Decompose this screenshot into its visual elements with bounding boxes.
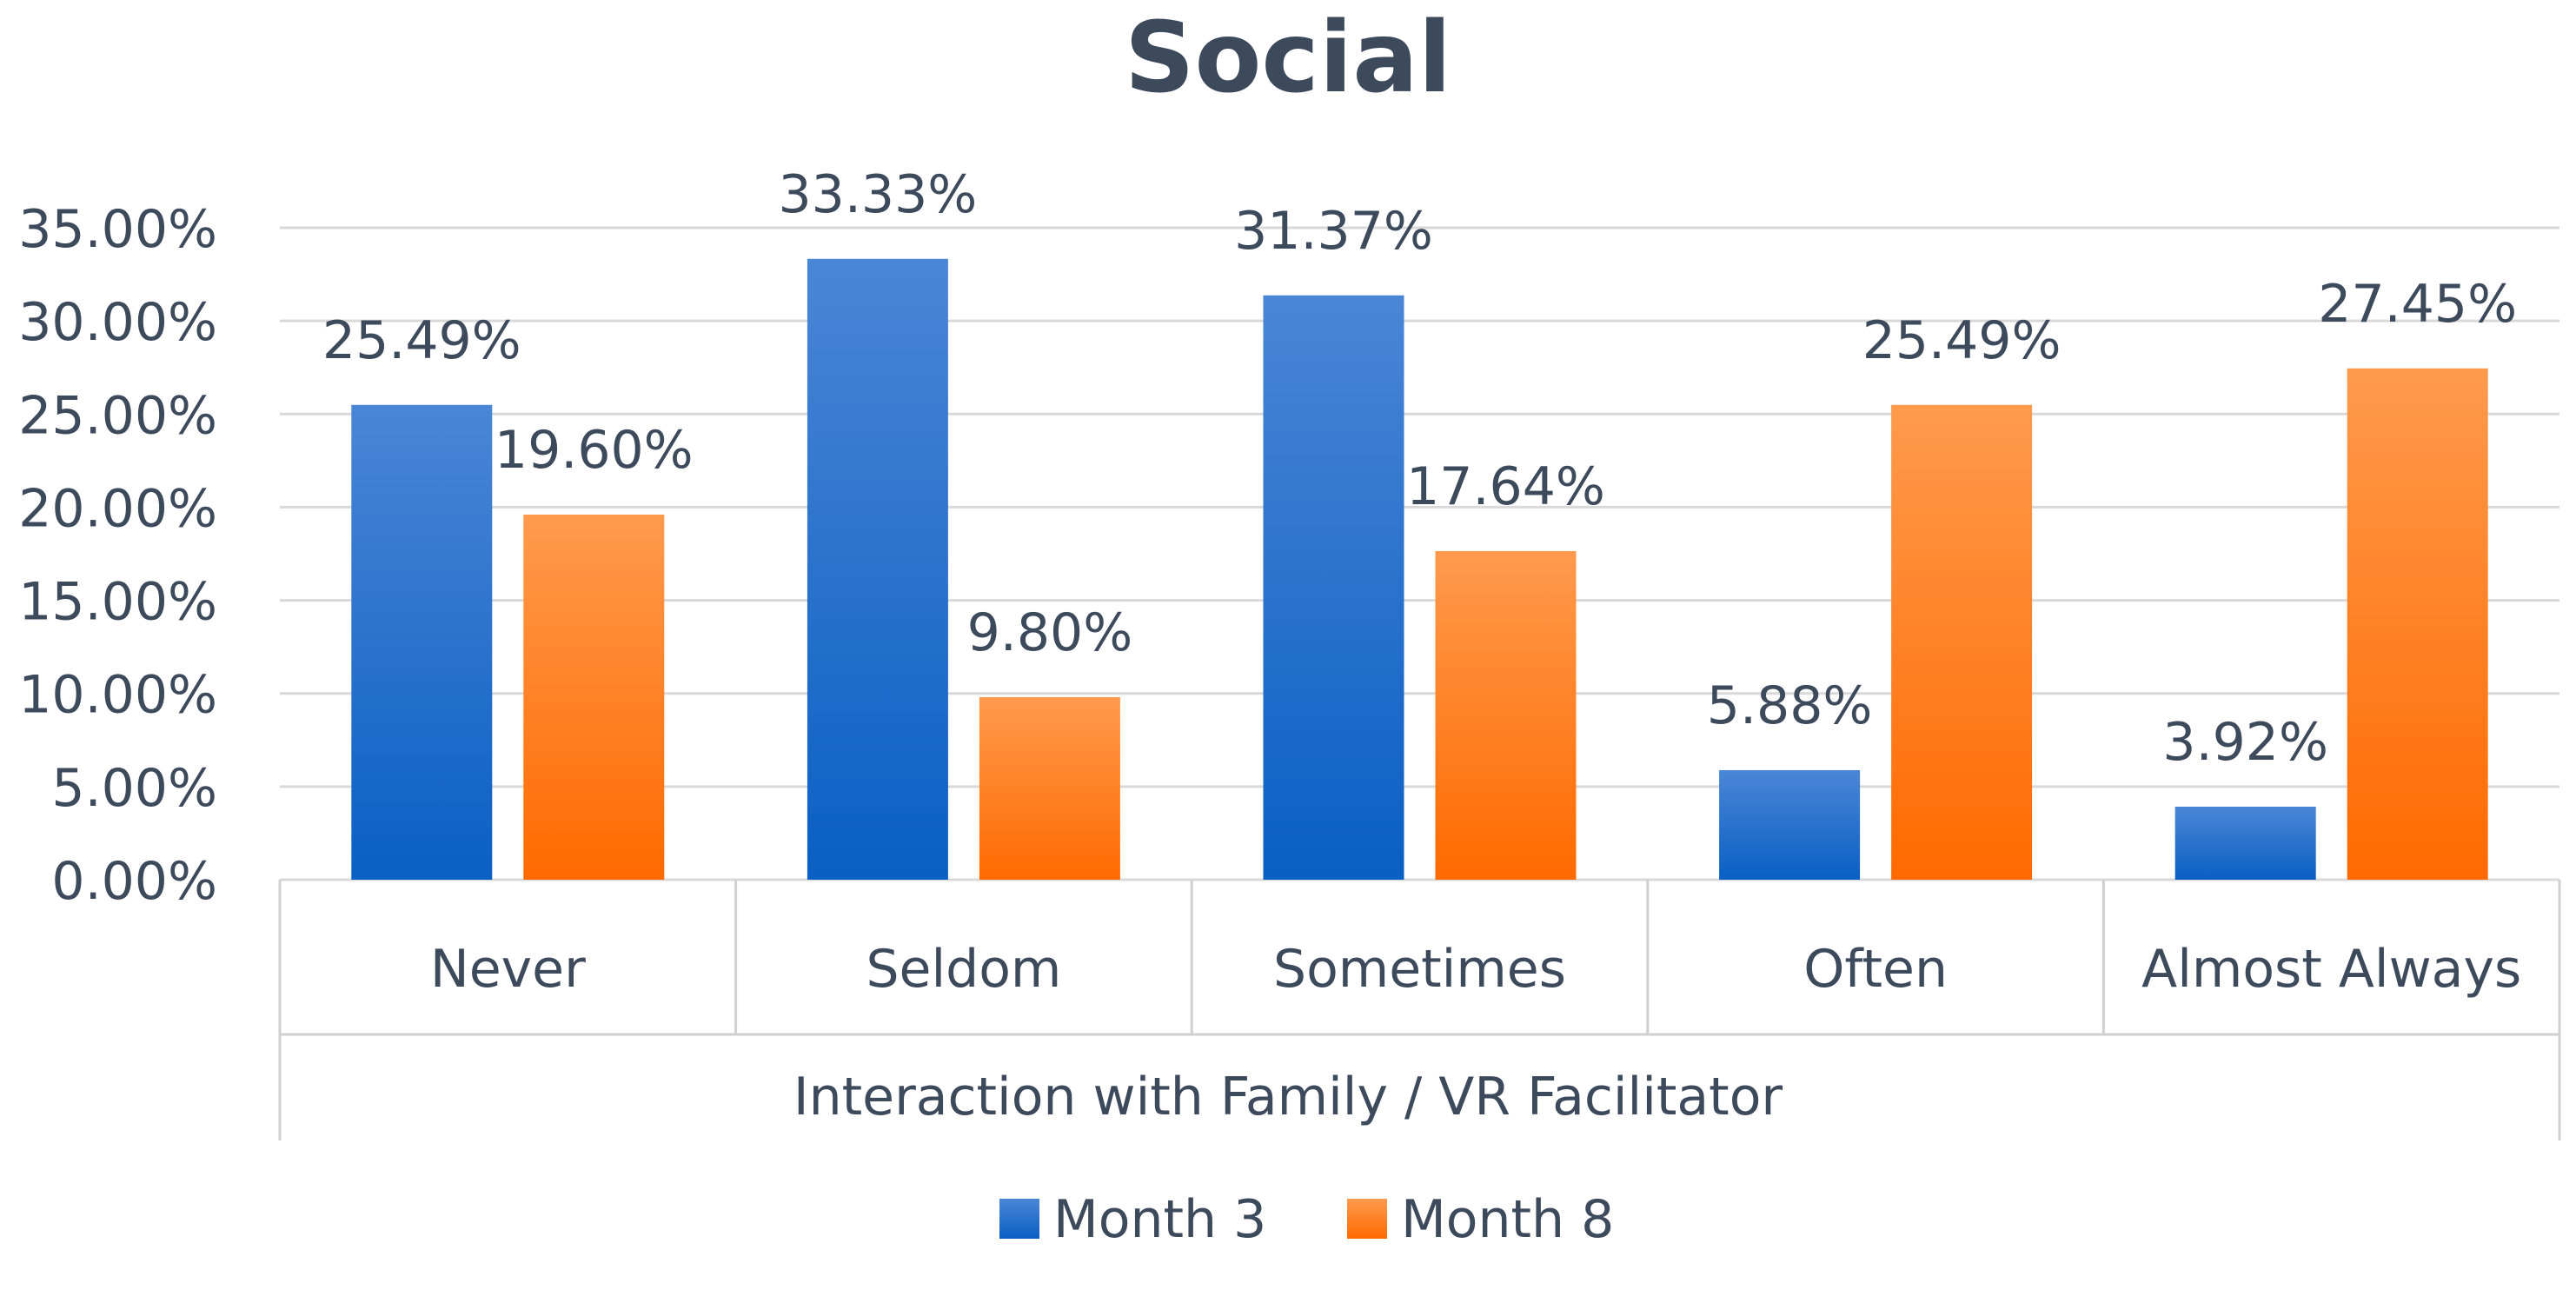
x-tick-label: Sometimes xyxy=(1273,939,1566,1000)
bar-month-3 xyxy=(351,404,493,880)
bar-month-3 xyxy=(1263,295,1404,880)
legend-swatch xyxy=(1347,1199,1387,1239)
y-tick-label: 35.00% xyxy=(18,199,217,260)
bar-month-8 xyxy=(1891,404,2033,880)
legend-label: Month 8 xyxy=(1401,1189,1614,1250)
data-labels: 25.49% 19.60% 33.33% 9.80% 31.37% 17.64% 5.88%… xyxy=(322,164,2517,773)
data-label: 33.33% xyxy=(779,164,978,225)
chart-title: Social xyxy=(1125,2,1451,115)
bar-month-3 xyxy=(1719,770,1861,880)
data-label: 19.60% xyxy=(495,420,694,481)
x-axis-ticks: Never Seldom Sometimes Often Almost Always xyxy=(430,939,2521,1000)
data-label: 25.49% xyxy=(1862,310,2061,371)
y-axis-ticks: 0.00% 5.00% 10.00% 15.00% 20.00% 25.00% 30.00%… xyxy=(18,199,217,912)
y-tick-label: 15.00% xyxy=(18,572,217,633)
y-tick-label: 25.00% xyxy=(18,385,217,446)
data-label: 31.37% xyxy=(1234,201,1433,262)
bars xyxy=(351,258,2488,880)
data-label: 5.88% xyxy=(1707,675,1873,736)
data-label: 27.45% xyxy=(2318,274,2517,335)
bar-month-8 xyxy=(523,515,665,880)
data-label: 17.64% xyxy=(1406,456,1605,517)
x-tick-label: Seldom xyxy=(866,939,1061,1000)
x-tick-label: Almost Always xyxy=(2141,939,2521,1000)
y-tick-label: 5.00% xyxy=(51,758,217,819)
data-label: 25.49% xyxy=(322,310,521,371)
bar-month-8 xyxy=(1435,551,1577,880)
y-tick-label: 0.00% xyxy=(51,851,217,912)
legend-swatch xyxy=(999,1199,1039,1239)
legend-label: Month 3 xyxy=(1053,1189,1266,1250)
bar-month-8 xyxy=(2347,368,2488,880)
axes xyxy=(278,880,2561,1140)
legend: Month 3 Month 8 xyxy=(999,1189,1614,1250)
y-tick-label: 30.00% xyxy=(18,292,217,353)
data-label: 9.80% xyxy=(967,602,1133,663)
x-tick-label: Never xyxy=(430,939,586,1000)
data-label: 3.92% xyxy=(2162,712,2328,773)
y-tick-label: 10.00% xyxy=(18,665,217,726)
x-axis-title: Interaction with Family / VR Facilitator xyxy=(793,1067,1783,1127)
x-tick-label: Often xyxy=(1803,939,1948,1000)
bar-month-3 xyxy=(2174,807,2316,880)
bar-month-3 xyxy=(807,258,948,880)
y-tick-label: 20.00% xyxy=(18,478,217,539)
bar-month-8 xyxy=(979,697,1120,880)
